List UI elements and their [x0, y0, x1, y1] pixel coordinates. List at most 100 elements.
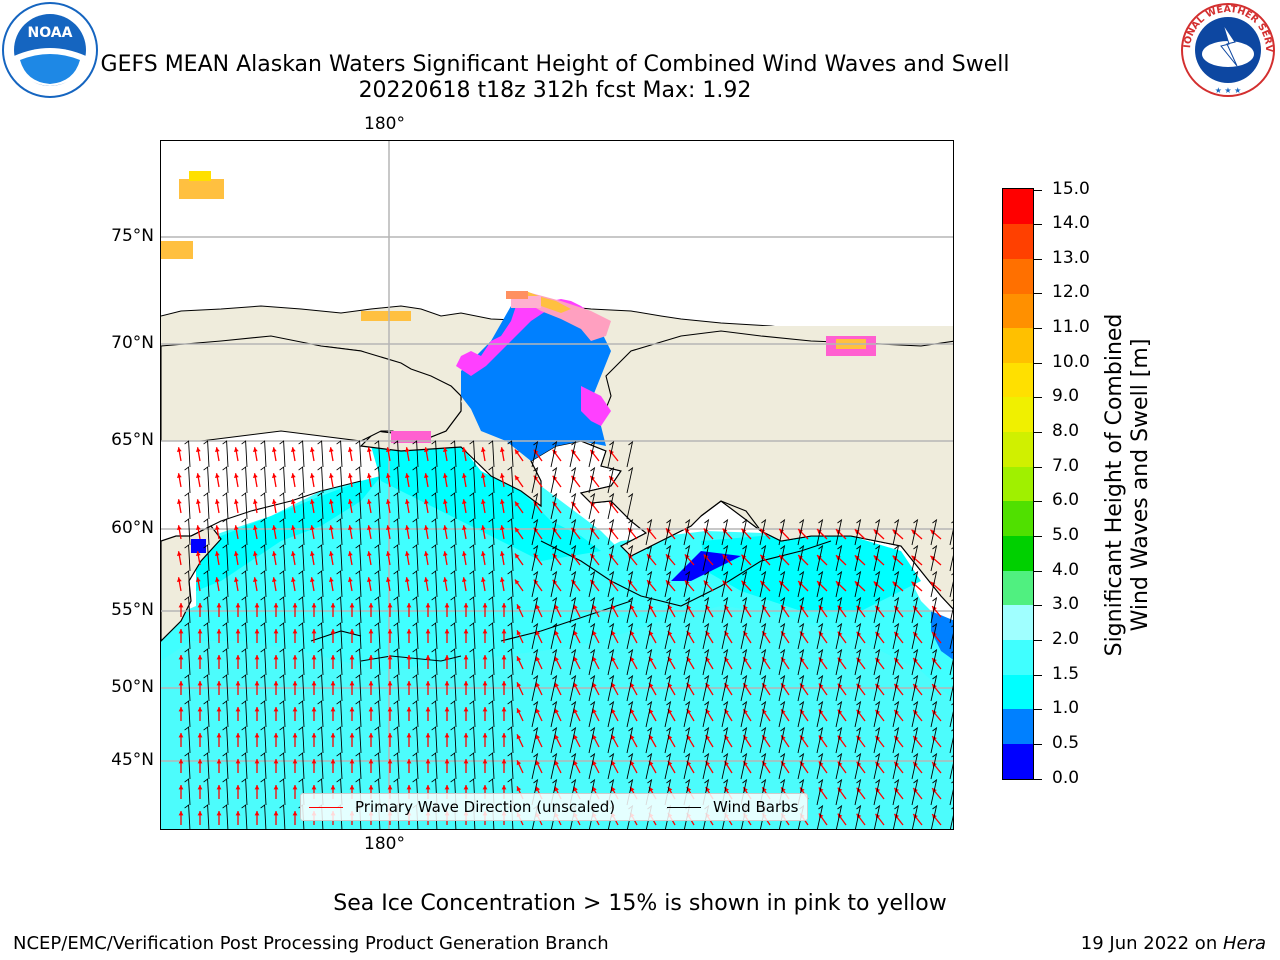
wave-direction-arrowhead: [535, 760, 540, 766]
wave-direction-arrowhead: [330, 681, 336, 686]
wave-direction-arrowhead: [366, 473, 372, 478]
wind-barb: [683, 648, 691, 676]
wave-direction-arrowhead: [385, 499, 391, 504]
wind-barb: [507, 648, 514, 676]
wind-barb: [531, 726, 539, 754]
wave-direction-arrowhead: [311, 707, 317, 712]
wind-barb: [797, 648, 805, 676]
wave-direction-arrowhead: [292, 733, 298, 738]
wave-direction-arrowhead: [366, 551, 372, 556]
wave-direction-arrowhead: [273, 603, 279, 608]
wind-barb: [778, 518, 786, 546]
wind-barb: [626, 726, 634, 754]
wave-direction-arrowhead: [501, 707, 507, 712]
wind-barb: [469, 440, 476, 468]
wave-direction-arrowhead: [195, 473, 201, 478]
wave-direction-arrowhead: [176, 473, 182, 478]
wave-direction-arrowhead: [516, 630, 522, 636]
wind-barb: [355, 518, 362, 546]
wave-direction-arrowhead: [292, 759, 298, 764]
wind-barb: [222, 518, 229, 546]
colorbar-tick-label: 4.0: [1052, 559, 1080, 580]
colorbar-tick: [1034, 224, 1042, 226]
wind-barb: [374, 752, 381, 780]
wind-barb: [507, 726, 514, 754]
wave-direction-arrowhead: [349, 629, 355, 634]
wind-barb: [778, 700, 786, 728]
wave-direction-arrowhead: [254, 681, 260, 686]
wave-direction-arrowhead: [630, 656, 635, 662]
wave-direction-arrowhead: [649, 630, 654, 636]
wave-direction-arrowhead: [573, 656, 578, 662]
wind-barb: [569, 544, 577, 572]
wave-direction-arrowhead: [252, 473, 258, 478]
wind-barb: [892, 726, 900, 754]
wave-direction-arrowhead: [573, 760, 578, 766]
colorbar-segment: [1003, 708, 1033, 744]
wave-direction-arrowhead: [514, 553, 520, 559]
wave-direction-arrowhead: [554, 734, 559, 740]
wind-barb: [431, 700, 438, 728]
wind-barb: [949, 729, 953, 754]
wind-barb: [626, 674, 634, 702]
wave-direction-arrowhead: [817, 555, 822, 560]
wave-direction-arrowhead: [573, 734, 578, 740]
wind-barb: [740, 752, 748, 780]
wind-barb: [626, 622, 634, 650]
wave-direction-arrowhead: [463, 707, 469, 712]
wave-direction-arrowhead: [480, 551, 486, 556]
wind-barb: [645, 596, 653, 624]
colorbar-segment: [1003, 223, 1033, 259]
wind-barb: [531, 648, 539, 676]
wind-barb: [298, 440, 305, 468]
wind-barb: [854, 596, 862, 624]
wind-barb: [531, 570, 539, 598]
wind-barb: [930, 674, 938, 702]
wind-barb: [778, 752, 786, 780]
wave-direction-arrowhead: [425, 629, 431, 634]
wind-barb: [911, 778, 919, 806]
wave-direction-arrowhead: [233, 551, 239, 556]
colorbar-tick-label: 10.0: [1052, 351, 1090, 372]
wind-barb: [412, 674, 419, 702]
wind-barb: [374, 622, 381, 650]
wave-direction-arrowhead: [554, 708, 559, 714]
wave-direction-arrowhead: [311, 733, 317, 738]
wind-barb: [431, 674, 438, 702]
wind-barb: [393, 492, 400, 520]
wind-barb: [507, 570, 514, 598]
wind-barb: [721, 752, 729, 780]
wind-barb: [203, 622, 210, 650]
chart-subtitle: 20220618 t18z 312h fcst Max: 1.92: [358, 78, 752, 103]
colorbar-tick: [1034, 743, 1042, 745]
wave-direction-arrowhead: [480, 473, 486, 478]
wind-barb: [184, 466, 191, 494]
wind-barb: [279, 752, 286, 780]
colorbar-tick-label: 11.0: [1052, 317, 1090, 338]
wind-barb: [873, 596, 881, 624]
wind-barb: [835, 596, 843, 624]
wave-direction-arrowhead: [197, 655, 203, 660]
wind-barb: [488, 440, 495, 468]
colorbar-tick: [1034, 570, 1042, 572]
wave-direction-arrowhead: [514, 449, 520, 455]
wind-barb: [550, 622, 558, 650]
wave-direction-arrowhead: [406, 655, 412, 660]
wave-direction-arrowhead: [197, 681, 203, 686]
colorbar-tick: [1034, 674, 1042, 676]
wind-barb: [721, 622, 729, 650]
wind-barb: [816, 726, 824, 754]
chart-title: GEFS MEAN Alaskan Waters Significant Hei…: [100, 52, 1010, 77]
wind-barb: [222, 648, 229, 676]
wave-direction-arrowhead: [197, 759, 203, 764]
wind-barb: [507, 544, 514, 572]
wind-barb: [531, 752, 539, 780]
wind-barb: [488, 700, 495, 728]
wave-direction-arrowhead: [480, 577, 486, 582]
wind-barb: [816, 622, 824, 650]
wave-direction-arrowhead: [290, 499, 296, 504]
wind-barb: [184, 804, 191, 829]
wind-barb: [298, 518, 305, 546]
wave-direction-arrowhead: [368, 759, 374, 764]
wind-barb: [260, 622, 267, 650]
